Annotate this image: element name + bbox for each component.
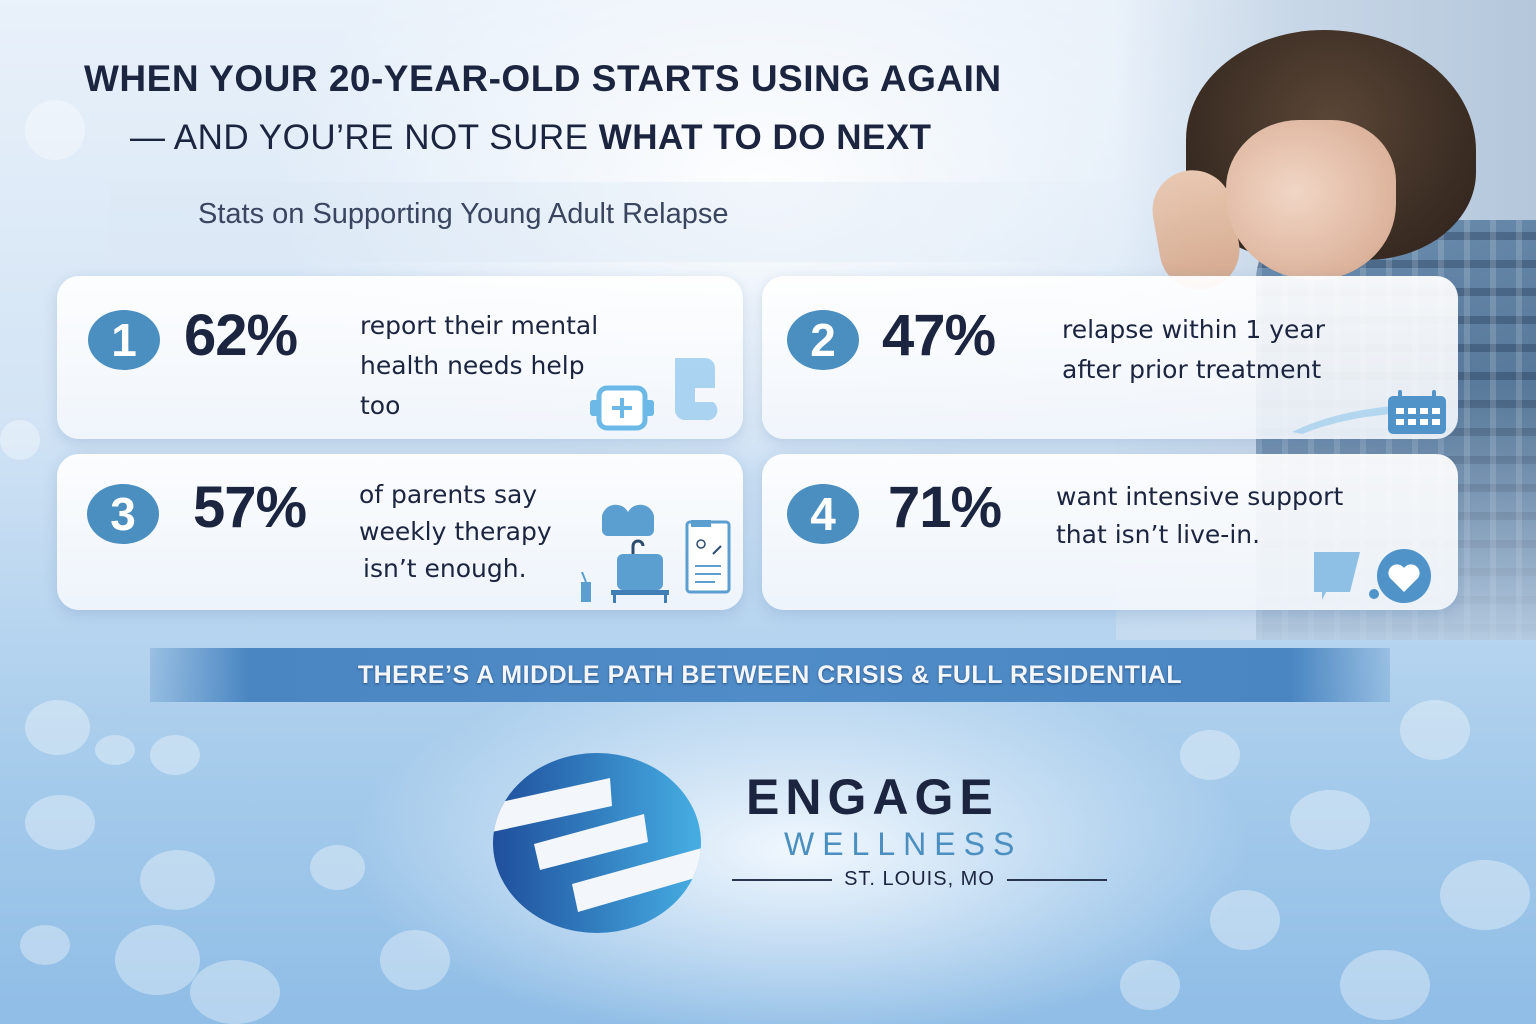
bokeh-dot [95,735,135,765]
bokeh-dot [1400,700,1470,760]
headline: WHEN YOUR 20-YEAR-OLD STARTS USING AGAIN [84,58,1002,99]
bokeh-dot [1440,860,1530,930]
stat-percent: 57% [193,475,307,540]
bokeh-dot [1120,960,1180,1010]
medical-plus-icon [590,358,718,431]
subhead-prefix: — AND YOU’RE NOT SURE [130,118,599,157]
stat-percent: 62% [184,303,298,368]
stat-number-badge: 3 [87,484,159,544]
stat-card-2: 2 47% relapse within 1 year after prior … [762,276,1458,439]
heart-chat-icon [1314,549,1431,603]
subhead: — AND YOU’RE NOT SURE WHAT TO DO NEXT [130,118,932,158]
bokeh-dot [25,700,90,755]
banner-text: THERE’S A MIDDLE PATH BETWEEN CRISIS & F… [357,660,1183,689]
middle-path-banner: THERE’S A MIDDLE PATH BETWEEN CRISIS & F… [150,648,1390,702]
bokeh-dot [150,735,200,775]
bokeh-dot [0,420,40,460]
bokeh-dot [1340,950,1430,1020]
subhead-emphasis: WHAT TO DO NEXT [598,118,932,157]
bokeh-dot [140,850,215,910]
brand-subname: WELLNESS [784,826,1023,862]
bokeh-dot [310,845,365,890]
divider [1006,878,1107,881]
stats-title: Stats on Supporting Young Adult Relapse [198,198,729,230]
bokeh-dot [115,925,200,995]
stat-number-badge: 4 [787,484,859,544]
stat-number-badge: 2 [787,310,859,370]
brand-location: ST. LOUIS, MO [732,868,1107,891]
bokeh-dot [190,960,280,1024]
stat-description: of parents say weekly therapy isn’t enou… [359,480,552,583]
bokeh-dot [25,100,85,160]
stat-card-4: 4 71% want intensive support that isn’t … [762,454,1458,610]
bokeh-dot [1210,890,1280,950]
bokeh-dot [1180,730,1240,780]
stat-description: report their mental health needs help to… [360,311,599,420]
stat-percent: 47% [882,303,996,368]
stats-title-band [110,182,1190,262]
bokeh-dot [20,925,70,965]
bokeh-dot [380,930,450,990]
location-text: ST. LOUIS, MO [844,868,995,890]
stat-description: want intensive support that isn’t live-i… [1056,482,1344,549]
stat-number-badge: 1 [88,310,160,370]
divider [732,878,833,881]
stat-card-1: 1 62% report their mental health needs h… [57,276,743,439]
engage-wellness-logo-icon [493,753,701,933]
stat-percent: 71% [888,475,1002,540]
bokeh-dot [25,795,95,850]
bokeh-dot [1290,790,1370,850]
stat-description: relapse within 1 year after prior treatm… [1062,315,1326,384]
calendar-icon [1292,390,1446,434]
stat-card-3: 3 57% of parents say weekly therapy isn’… [57,454,743,610]
brand-name: ENGAGE [746,769,999,825]
therapy-couch-clipboard-icon [581,504,731,603]
